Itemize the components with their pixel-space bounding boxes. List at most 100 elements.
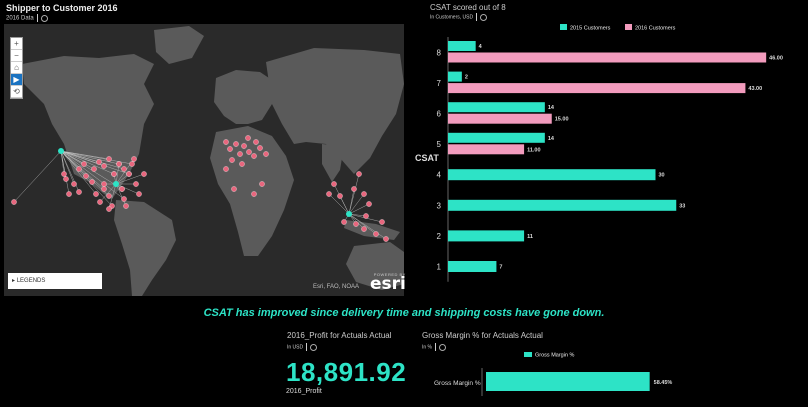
customer-point [251,191,257,197]
zoom-out-button[interactable]: − [11,50,22,62]
customer-point [126,171,132,177]
customer-point [363,213,369,219]
customer-point [341,219,347,225]
legends-button[interactable]: ▸ LEGENDS [8,273,102,289]
data-label: 2 [465,75,468,81]
map-toolbar: + − ⌂ ▶ ⟲ [10,37,23,99]
customer-point [81,161,87,167]
headline: CSAT has improved since delivery time an… [203,307,605,319]
shipper-hub [58,148,64,154]
customer-point [89,179,95,185]
esri-logo-text: esri [370,274,406,294]
bar [448,132,545,143]
info-icon[interactable] [40,14,48,22]
gm-subtitle-text: In % [422,344,433,351]
bar [448,199,677,211]
gm-title: Gross Margin % for Actuals Actual [422,331,543,340]
indonesia-land [344,220,400,240]
tick-label: 6 [437,110,442,119]
info-icon[interactable] [439,343,447,351]
bar [448,41,476,51]
shipping-route [115,163,120,185]
shipping-route [348,193,365,215]
india-land [322,144,344,182]
customer-point [351,186,357,192]
customer-point [241,143,247,149]
customer-point [106,206,112,212]
shipping-route [60,150,125,200]
customer-point [63,176,69,182]
legends-label: LEGENDS [16,278,46,284]
data-label: 30 [659,173,665,179]
powered-by: POWERED BY [373,272,406,277]
divider [435,343,437,351]
info-icon[interactable] [310,343,318,351]
csat-bar-chart[interactable]: 2015 Customers 2016 Customers CSAT 8 4 46.00 7… [405,18,805,288]
reset-icon[interactable]: ⟲ [11,86,22,98]
zoom-in-button[interactable]: + [11,38,22,50]
customer-point [263,151,269,157]
csat-title: CSAT scored out of 8 [430,3,506,12]
legend-entry: 2015 Customers [570,26,611,32]
tick-label: 2 [437,232,442,241]
customer-point [93,191,99,197]
shipping-route [99,183,117,203]
shipping-route [13,150,62,203]
shipping-route [348,213,387,240]
customer-point [96,159,102,165]
data-label: 46.00 [769,56,783,62]
customer-point [71,181,77,187]
customer-point [76,189,82,195]
greenland-land [154,26,204,64]
shipping-route [348,173,360,215]
shipper-hubs [58,148,352,217]
data-label: 11 [527,234,533,240]
europe-land [214,70,278,124]
tick-label: 3 [437,201,442,210]
customer-point [129,161,135,167]
customer-point [253,139,259,145]
bar [448,144,525,155]
customer-point [229,157,235,163]
home-icon[interactable]: ⌂ [11,62,22,74]
shipping-route [60,150,130,175]
shipper-hub [346,211,352,217]
customer-point [83,173,89,179]
customer-point [101,186,107,192]
customer-point [141,171,147,177]
divider [36,14,38,22]
legend-swatch [560,24,567,30]
customer-point [121,196,127,202]
world-map[interactable] [4,24,404,296]
customer-point [356,171,362,177]
divider [476,13,478,21]
customer-point [233,141,239,147]
bar [448,83,746,94]
data-label: 43.00 [748,86,762,92]
shipping-route [115,183,140,195]
shipping-route [60,150,105,190]
legend-swatch [625,24,632,30]
bar [448,169,656,181]
customer-point [97,199,103,205]
profit-label: 2016_Profit [286,388,322,395]
customer-point [373,231,379,237]
select-icon[interactable]: ▶ [11,74,22,86]
customer-point [131,156,137,162]
customer-point [353,221,359,227]
customer-point [76,166,82,172]
info-icon[interactable] [480,13,488,21]
shipper-map[interactable] [4,24,404,296]
customer-point [331,181,337,187]
esri-logo: POWERED BY esri [370,272,406,294]
csat-subtitle: In Customers, USD [430,13,488,21]
data-label: 14 [548,136,555,142]
bar [448,71,462,82]
customer-point [251,153,257,159]
customer-point [136,191,142,197]
shipping-route [60,150,95,170]
shipping-route [60,150,115,175]
gross-margin-chart[interactable]: Gross Margin % Gross Margin % 58.45% [420,348,720,403]
profit-value: 18,891.92 [286,357,407,387]
gm-subtitle: In % [422,343,447,351]
